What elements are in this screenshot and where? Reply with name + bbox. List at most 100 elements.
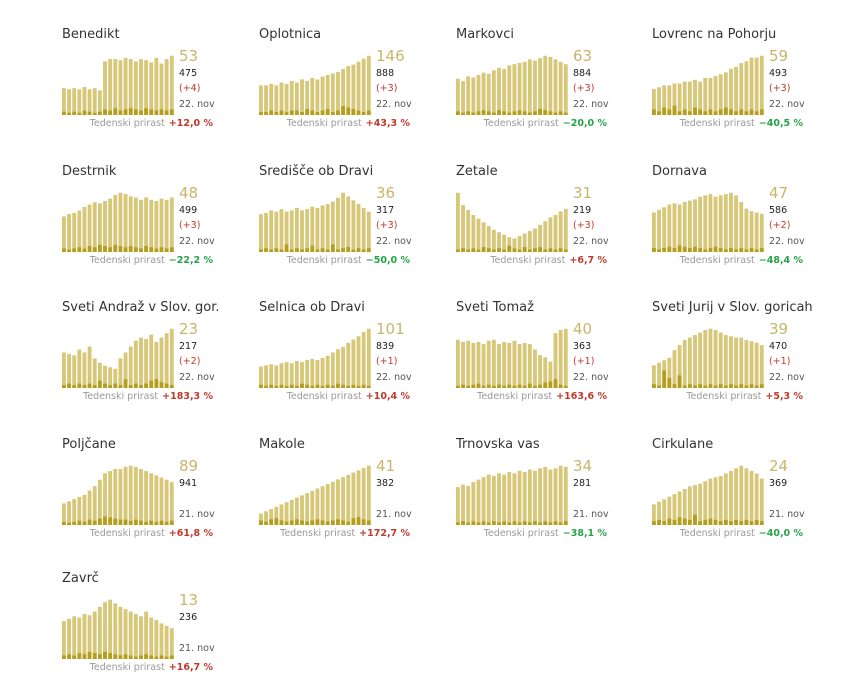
bar-daily-new (87, 246, 92, 252)
active-cases-number: 39 (769, 320, 789, 338)
bar-daily-new (713, 385, 718, 388)
bar-cumulative (466, 210, 471, 252)
bar-cumulative (491, 339, 496, 388)
active-cases-number: 34 (573, 457, 593, 475)
bar-daily-new (461, 112, 465, 115)
bar-sparkline (652, 465, 764, 525)
bar-daily-new (92, 520, 97, 525)
bar-daily-new (657, 249, 661, 252)
bar-cumulative (471, 77, 476, 115)
bar-daily-new (677, 245, 682, 252)
bar-cumulative (693, 199, 697, 252)
bar-daily-new (739, 521, 744, 525)
bar-daily-new (734, 249, 739, 252)
date-label: 22. nov (573, 99, 609, 110)
bar-daily-new (517, 249, 522, 252)
bar-cumulative (759, 345, 764, 388)
bar-cumulative (103, 602, 107, 659)
bar-cumulative (563, 64, 568, 115)
weekly-growth-label: Tedenski prirast (679, 118, 755, 129)
bar-cumulative (320, 357, 325, 388)
bar-daily-new (739, 109, 744, 115)
bar-cumulative (164, 59, 169, 115)
bar-cumulative (744, 340, 749, 388)
bar-daily-new (87, 111, 92, 115)
bar-daily-new (739, 384, 744, 388)
municipality-title: Destrnik (62, 164, 117, 179)
bar-cumulative (330, 201, 335, 252)
bar-cumulative (169, 197, 174, 252)
date-label: 22. nov (179, 99, 215, 110)
bar-daily-new (82, 248, 87, 252)
bar-cumulative (346, 66, 351, 115)
bar-cumulative (682, 488, 687, 525)
bar-daily-new (264, 521, 268, 525)
bar-daily-new (300, 383, 304, 388)
weekly-growth-value: −20,0 % (562, 118, 607, 129)
bar-daily-new (62, 111, 66, 115)
bar-sparkline (456, 328, 568, 388)
bar-cumulative (538, 355, 543, 388)
bar-daily-new (144, 521, 149, 525)
bar-cumulative (471, 343, 476, 388)
bar-cumulative (128, 346, 133, 388)
municipality-title: Makole (259, 437, 305, 452)
bar-daily-new (361, 112, 366, 115)
bar-cumulative (154, 475, 159, 525)
weekly-growth-label: Tedenski prirast (286, 118, 362, 129)
bar-cumulative (652, 212, 656, 252)
municipality-card: Poljčane 89 941 21. nov Tedenski prirast +61,… (62, 437, 252, 563)
bar-daily-new (527, 249, 532, 252)
bar-daily-new (754, 519, 759, 525)
bar-cumulative (703, 481, 708, 525)
bar-cumulative (517, 470, 522, 525)
bar-cumulative (734, 468, 739, 525)
municipality-title: Sveti Andraž v Slov. gor. (62, 300, 220, 315)
bar-daily-new (682, 109, 687, 115)
bar-daily-new (284, 521, 289, 525)
bar-daily-new (139, 110, 143, 115)
bar-cumulative (687, 486, 692, 525)
total-cases: 475 (179, 68, 198, 79)
active-cases-number: 48 (179, 184, 199, 202)
date-label: 21. nov (573, 509, 609, 520)
bar-daily-new (346, 385, 351, 388)
bar-daily-new (703, 249, 708, 252)
bar-cumulative (481, 72, 486, 115)
bar-cumulative (305, 359, 310, 388)
bar-daily-new (341, 248, 346, 252)
bar-daily-new (346, 246, 351, 252)
date-label: 22. nov (179, 372, 215, 383)
bar-daily-new (713, 246, 718, 252)
weekly-growth-label: Tedenski prirast (286, 255, 362, 266)
bar-cumulative (164, 625, 169, 659)
bar-cumulative (144, 611, 149, 659)
bar-daily-new (274, 518, 279, 525)
bar-daily-new (667, 246, 672, 252)
bar-cumulative (123, 609, 128, 659)
bar-cumulative (164, 479, 169, 525)
bar-cumulative (361, 58, 366, 115)
bar-cumulative (466, 485, 471, 525)
bar-cumulative (144, 60, 149, 115)
weekly-growth-label: Tedenski prirast (483, 528, 559, 539)
bar-cumulative (62, 503, 66, 525)
bar-daily-new (652, 521, 656, 525)
bar-daily-new (279, 384, 284, 388)
bar-daily-new (154, 379, 159, 388)
weekly-growth-label: Tedenski prirast (89, 255, 165, 266)
bar-cumulative (512, 473, 517, 525)
bar-cumulative (456, 339, 460, 388)
bar-cumulative (103, 473, 107, 525)
bar-daily-new (310, 520, 315, 525)
weekly-growth: Tedenski prirast +6,7 % (490, 255, 607, 266)
bar-cumulative (749, 470, 754, 525)
bar-sparkline (62, 328, 174, 388)
active-cases-number: 36 (376, 184, 396, 202)
bar-cumulative (315, 488, 320, 525)
bar-daily-new (67, 654, 71, 659)
bar-cumulative (476, 75, 481, 115)
active-cases-number: 59 (769, 47, 789, 65)
bar-cumulative (548, 469, 553, 525)
bar-daily-new (62, 521, 66, 525)
